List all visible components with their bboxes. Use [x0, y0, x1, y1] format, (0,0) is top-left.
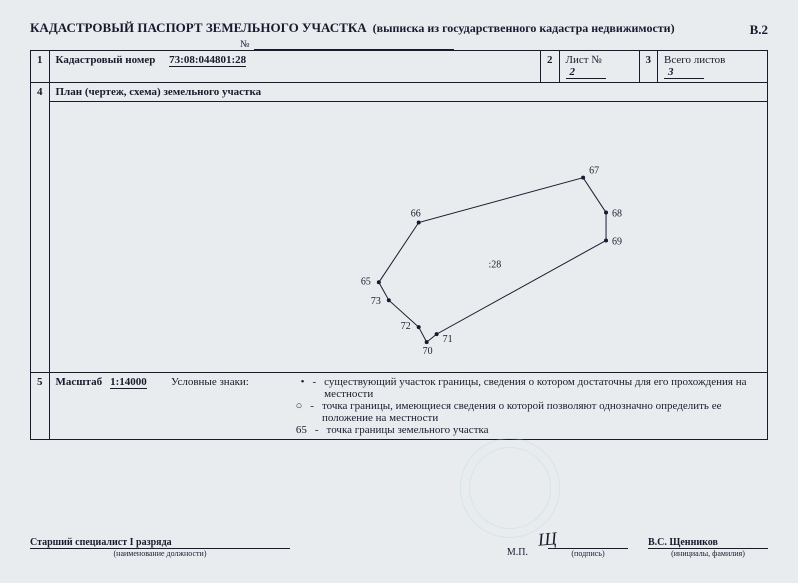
cadastral-cell: Кадастровый номер 73:08:044801:28 [49, 51, 541, 83]
total-value: 3 [664, 66, 704, 79]
scale-value: 1:14000 [110, 376, 147, 389]
legend-block: •-существующий участок границы, сведения… [277, 376, 761, 436]
sheet-cell: Лист № 2 [559, 51, 639, 83]
cadastral-value: 73:08:044801:28 [169, 54, 246, 67]
svg-text:73: 73 [370, 296, 380, 307]
name-sub: (инициалы, фамилия) [648, 549, 768, 558]
number-label: № [240, 39, 250, 50]
jobtitle: Старший специалист I разряда [30, 537, 290, 549]
svg-text:67: 67 [589, 166, 599, 177]
cell-4: 4 [31, 83, 50, 373]
legend3-text: точка границы земельного участка [327, 424, 489, 436]
svg-text:65: 65 [360, 276, 370, 287]
number-blank [254, 38, 454, 50]
legend-label: Условные знаки: [171, 376, 249, 388]
cell-1: 1 [31, 51, 50, 83]
svg-text:72: 72 [400, 321, 410, 332]
signature-block: М.П. Щ (подпись) В.С. Щенников (инициалы… [507, 531, 768, 558]
legend3-sym: 65 [277, 424, 307, 436]
sheet-value: 2 [566, 66, 606, 79]
signature-sub: (подпись) [548, 549, 628, 558]
svg-text:66: 66 [410, 209, 420, 220]
jobtitle-block: Старший специалист I разряда (наименован… [30, 537, 290, 558]
signature-line: Щ [548, 531, 628, 549]
signature-col: Щ (подпись) [548, 531, 628, 558]
stamp-icon [460, 438, 560, 538]
title-main: КАДАСТРОВЫЙ ПАСПОРТ ЗЕМЕЛЬНОГО УЧАСТКА [30, 20, 367, 36]
mp-label: М.П. [507, 547, 528, 558]
document-header: КАДАСТРОВЫЙ ПАСПОРТ ЗЕМЕЛЬНОГО УЧАСТКА (… [30, 20, 768, 36]
total-cell: Всего листов 3 [658, 51, 768, 83]
cell-2: 2 [541, 51, 560, 83]
form-code: В.2 [750, 22, 768, 38]
cadastral-label: Кадастровый номер [56, 54, 156, 66]
title-sub: (выписка из государственного кадастра не… [373, 21, 675, 36]
sheet-label: Лист № [566, 54, 602, 66]
plan-cell: План (чертеж, схема) земельного участка … [49, 83, 768, 373]
scale-label: Масштаб [56, 376, 103, 388]
footer: Старший специалист I разряда (наименован… [30, 531, 768, 558]
total-label: Всего листов [664, 54, 725, 66]
jobtitle-sub: (наименование должности) [30, 549, 290, 558]
svg-text:68: 68 [612, 209, 622, 220]
name-col: В.С. Щенников (инициалы, фамилия) [648, 537, 768, 558]
legend-cell: Масштаб 1:14000 Условные знаки: •-сущест… [49, 373, 768, 440]
legend1-text: существующий участок границы, сведения о… [324, 376, 761, 400]
legend2-sym: ○ [277, 400, 302, 424]
plan-diagram: 65 66 67 68 69 71 72 70 73 :28 [50, 83, 767, 372]
svg-text::28: :28 [488, 259, 501, 270]
svg-text:71: 71 [442, 334, 452, 345]
cell-5: 5 [31, 373, 50, 440]
svg-text:69: 69 [612, 236, 622, 247]
cell-3: 3 [639, 51, 658, 83]
svg-text:70: 70 [422, 346, 432, 357]
signature-icon: Щ [537, 528, 558, 551]
legend1-sym: • [277, 376, 305, 400]
signer-name: В.С. Щенников [648, 537, 768, 549]
main-table: 1 Кадастровый номер 73:08:044801:28 2 Ли… [30, 50, 768, 440]
legend2-text: точка границы, имеющиеся сведения о кото… [322, 400, 761, 424]
